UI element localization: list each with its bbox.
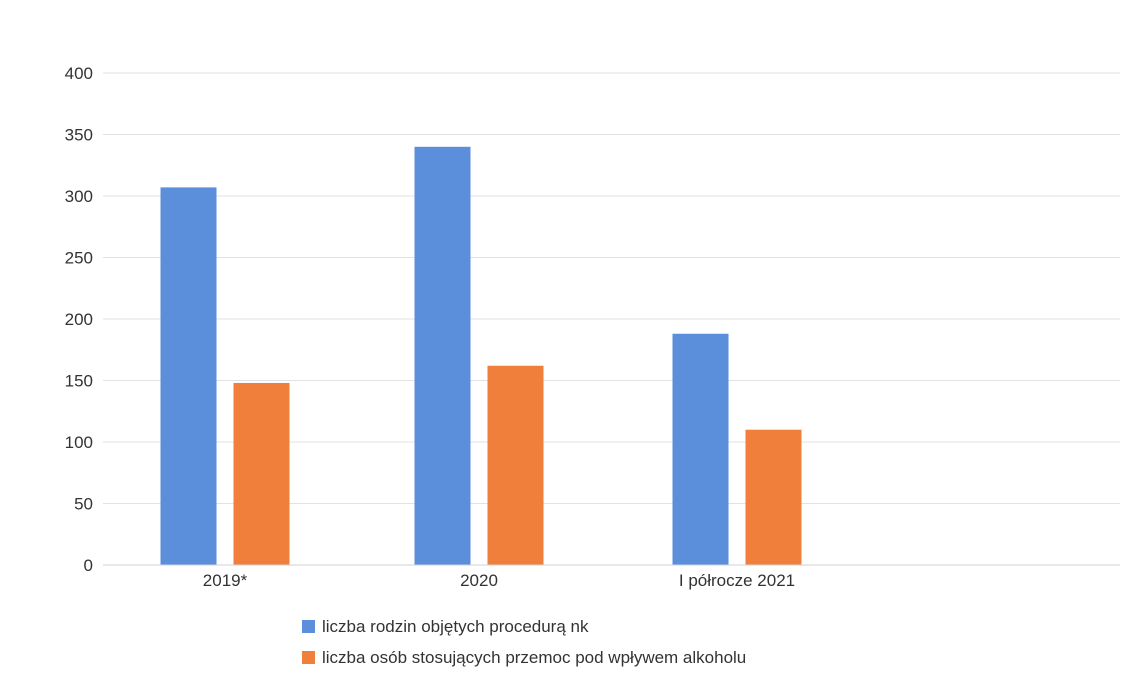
y-tick-label: 400 (65, 64, 93, 83)
y-tick-label: 50 (74, 495, 93, 514)
legend-swatch-1 (302, 620, 315, 633)
bar-series-1-3 (673, 334, 729, 565)
y-tick-label: 250 (65, 249, 93, 268)
y-tick-label: 100 (65, 433, 93, 452)
y-tick-label: 300 (65, 187, 93, 206)
y-tick-label: 150 (65, 372, 93, 391)
y-tick-label: 0 (84, 556, 93, 575)
x-axis-category-labels: 2019* 2020 I półrocze 2021 (203, 571, 795, 590)
bar-series-2-2 (488, 366, 544, 565)
y-tick-label: 350 (65, 126, 93, 145)
bar-series-2-1 (234, 383, 290, 565)
y-axis-tick-labels: 0 50 100 150 200 250 300 350 400 (65, 64, 93, 575)
legend-label-2: liczba osób stosujących przemoc pod wpły… (322, 648, 746, 667)
y-tick-label: 200 (65, 310, 93, 329)
x-category-label: 2019* (203, 571, 248, 590)
bar-series-1-1 (161, 187, 217, 565)
bar-series-1-2 (415, 147, 471, 565)
legend: liczba rodzin objętych procedurą nk liczb… (302, 617, 746, 667)
bar-series-2-3 (746, 430, 802, 565)
legend-label-1: liczba rodzin objętych procedurą nk (322, 617, 589, 636)
legend-swatch-2 (302, 651, 315, 664)
bars (161, 147, 802, 565)
x-category-label: I półrocze 2021 (679, 571, 795, 590)
x-category-label: 2020 (460, 571, 498, 590)
